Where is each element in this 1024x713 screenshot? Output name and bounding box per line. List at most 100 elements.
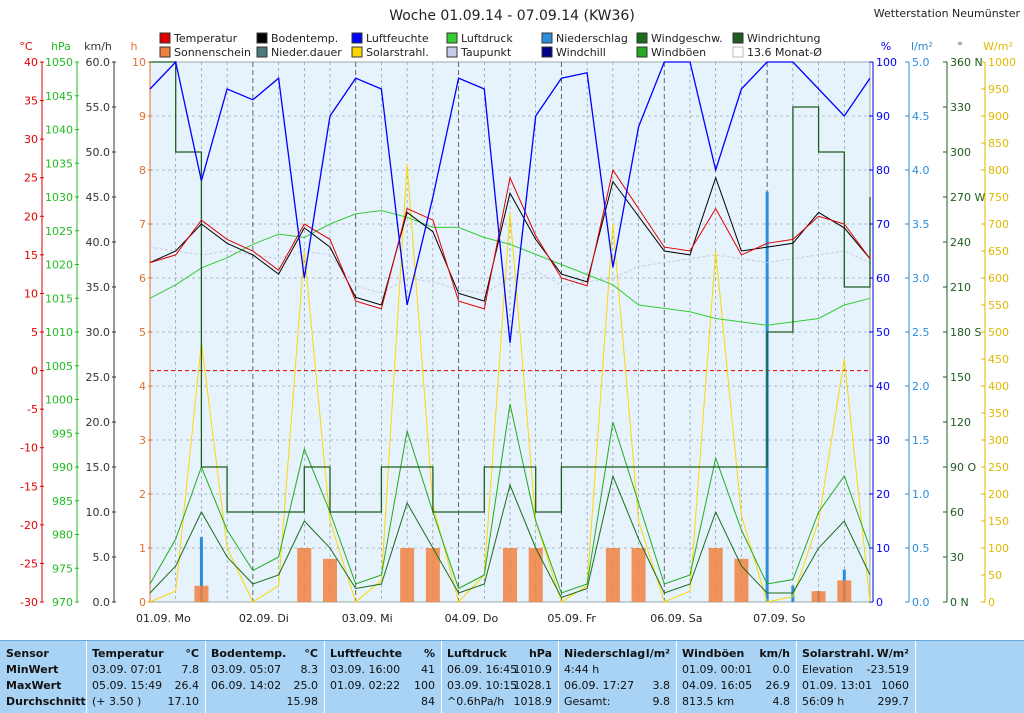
sunshine-bar: [631, 548, 646, 602]
y-tick-label: 1: [139, 542, 146, 555]
y-tick-label: 20: [876, 488, 890, 501]
y-tick-label: 4.5: [912, 110, 930, 123]
stats-cell-label: 4:44 h: [564, 663, 600, 676]
y-tick-label: 200: [988, 488, 1009, 501]
sunshine-bar: [708, 548, 723, 602]
y-tick-label: 1040: [45, 124, 73, 137]
y-tick-label: 950: [988, 83, 1009, 96]
y-tick-label: 60.0: [86, 56, 111, 69]
legend-label: Sonnenschein: [174, 46, 251, 59]
legend-label: Windrichtung: [747, 32, 820, 45]
y-tick-label: 1.5: [912, 434, 930, 447]
stats-cell-label: 01.09. 13:01: [802, 679, 873, 692]
y-tick-label: 10: [24, 287, 38, 300]
stats-column: Niederschlag l/m² 4:44 h 06.09. 17:27 3.8 Ges…: [558, 641, 677, 713]
legend-label: Nieder.dauer: [271, 46, 342, 59]
y-tick-label: 1035: [45, 157, 73, 170]
stats-cell-value: °C: [185, 647, 199, 660]
legend-swatch: [541, 46, 553, 58]
y-tick-label: -30: [20, 596, 38, 609]
y-tick-label: 150: [988, 515, 1009, 528]
y-tick-label: 60: [876, 272, 890, 285]
stats-cell-label: Niederschlag: [564, 647, 646, 660]
y-tick-label: 985: [52, 495, 73, 508]
y-tick-label: 20.0: [86, 416, 111, 429]
y-tick-label: 7: [139, 218, 146, 231]
y-tick-label: 270 W: [950, 191, 985, 204]
y-tick-label: 9: [139, 110, 146, 123]
axis-unit-label: hPa: [51, 40, 71, 53]
stats-cell-value: 7.8: [181, 663, 200, 676]
sunshine-bar: [605, 548, 620, 602]
y-tick-label: 50: [988, 569, 1002, 582]
stats-column: Temperatur °C 03.09. 07:01 7.8 05.09. 15:49 2…: [86, 641, 206, 713]
y-tick-label: 500: [988, 326, 1009, 339]
y-tick-label: 1.0: [912, 488, 930, 501]
y-tick-label: 2.5: [912, 326, 930, 339]
y-tick-label: 0.0: [93, 596, 111, 609]
row-label-avg: Durchschnitt: [6, 695, 86, 708]
wind-gust-line: [149, 403, 871, 594]
sunshine-bar: [194, 585, 209, 602]
sunshine-bar: [400, 548, 415, 602]
legend-swatch: [159, 32, 171, 44]
y-tick-label: 350: [988, 407, 1009, 420]
wind-speed-line: [149, 474, 871, 599]
sunshine-bar: [297, 548, 312, 602]
line-series: [149, 60, 871, 603]
y-tick-label: 25: [24, 172, 38, 185]
legend-label: Taupunkt: [460, 46, 512, 59]
x-tick-label: 04.09. Do: [445, 612, 499, 625]
y-tick-label: 5.0: [93, 551, 111, 564]
legend-swatch: [351, 32, 363, 44]
stats-cell-label: (+ 3.50 ): [92, 695, 142, 708]
y-tick-label: 240: [950, 236, 971, 249]
y-tick-label: 30.0: [86, 326, 111, 339]
axis-unit-label: °C: [19, 40, 33, 53]
stats-cell-value: 4.8: [772, 695, 791, 708]
y-tick-label: 5.0: [912, 56, 930, 69]
stats-cell-value: 1018.9: [513, 695, 553, 708]
y-tick-label: 150: [950, 371, 971, 384]
legend-swatch: [256, 46, 268, 58]
axis-unit-labels: °C hPa km/h h% l/m² ° W/m²: [19, 40, 1012, 53]
stats-cell-value: 9.8: [652, 695, 671, 708]
legend-label: Temperatur: [173, 32, 238, 45]
stats-cell-value: 26.9: [765, 679, 791, 692]
stats-column: Solarstrahl. W/m² Elevation -23.519 01.09. 1…: [796, 641, 916, 713]
y-tick-label: 15.0: [86, 461, 111, 474]
y-tick-label: 30: [950, 551, 964, 564]
y-tick-label: 450: [988, 353, 1009, 366]
y-tick-label: 300: [950, 146, 971, 159]
stats-cell-label: Bodentemp.: [211, 647, 287, 660]
y-tick-label: 60: [950, 506, 964, 519]
y-tick-label: 1050: [45, 56, 73, 69]
y-tick-label: 990: [52, 461, 73, 474]
stats-cell-label: Gesamt:: [564, 695, 611, 708]
y-tick-label: -10: [20, 442, 38, 455]
stats-cell-value: 3.8: [652, 679, 671, 692]
y-tick-label: 1045: [45, 90, 73, 103]
stats-cell-value: 1060: [881, 679, 909, 692]
stats-cell-value: 0.0: [772, 663, 791, 676]
x-tick-label: 03.09. Mi: [342, 612, 393, 625]
y-tick-label: 120: [950, 416, 971, 429]
y-tick-label: 700: [988, 218, 1009, 231]
y-tick-label: 1020: [45, 259, 73, 272]
stats-cell-value: 1010.9: [513, 663, 553, 676]
axis-unit-label: km/h: [84, 40, 112, 53]
stats-cell-label: Luftfeuchte: [330, 647, 403, 660]
stats-cell-label: 05.09. 15:49: [92, 679, 163, 692]
y-tick-label: 30: [24, 133, 38, 146]
axis-unit-label: °: [957, 40, 963, 53]
sunshine-bar: [811, 591, 826, 602]
legend-label: Niederschlag: [556, 32, 628, 45]
y-tick-label: 1010: [45, 326, 73, 339]
y-tick-label: 1005: [45, 360, 73, 373]
precipitation-bar: [199, 537, 203, 602]
y-tick-label: 0: [139, 596, 146, 609]
legend-label: Bodentemp.: [271, 32, 338, 45]
legend-label: Windböen: [651, 46, 706, 59]
sunshine-bar: [528, 548, 543, 602]
stats-cell-value: 8.3: [300, 663, 319, 676]
